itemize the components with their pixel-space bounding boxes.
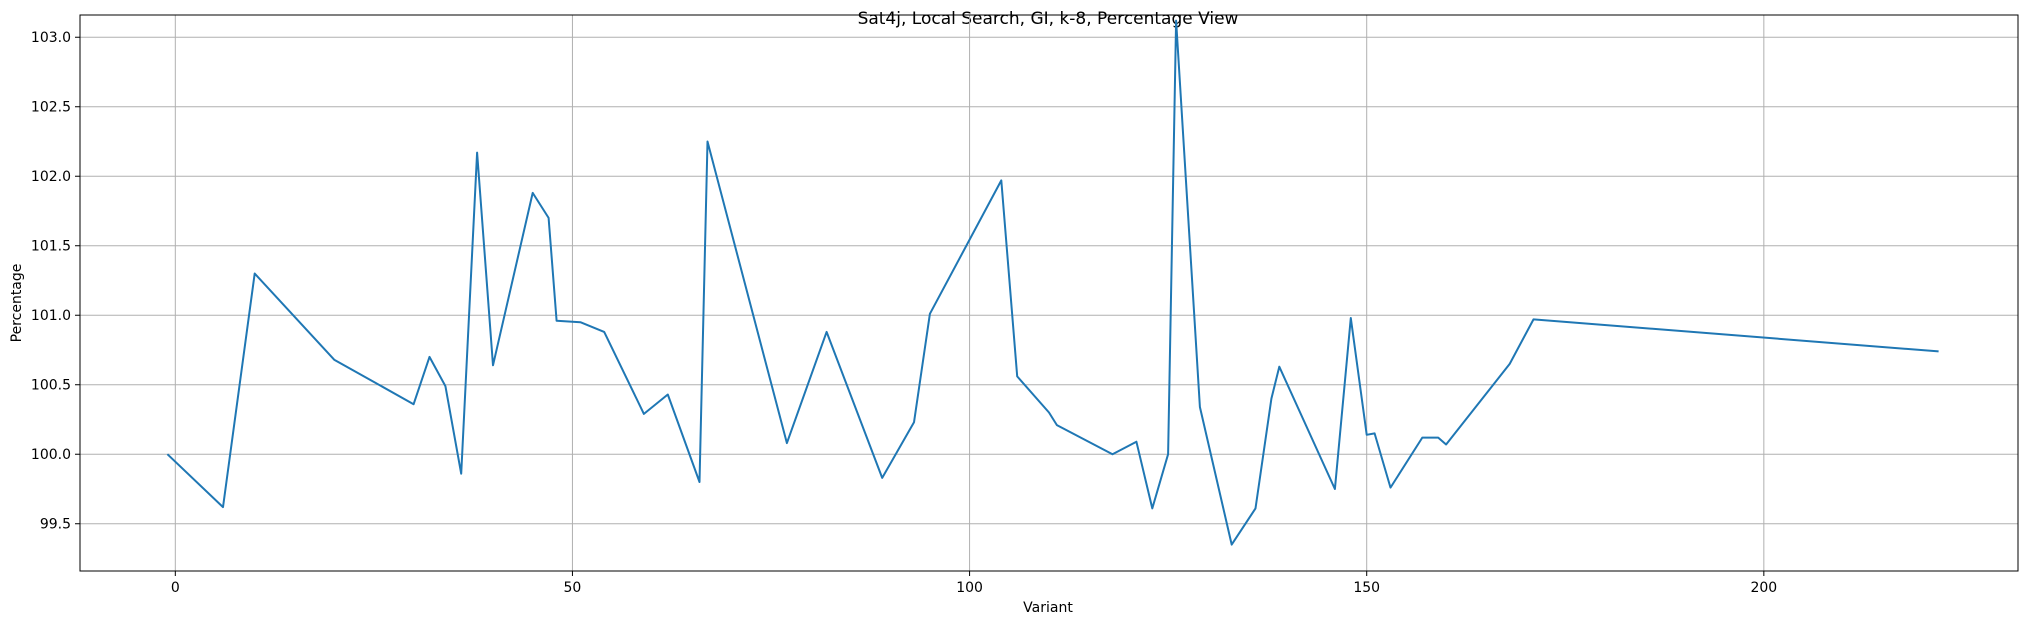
y-tick-label: 103.0 [31, 30, 71, 46]
grid-lines [80, 15, 2018, 571]
x-tick-label: 100 [956, 580, 983, 596]
y-tick-label: 102.0 [31, 169, 71, 185]
y-axis-ticks: 99.5 100.0 100.5 101.0 101.5 102.0 102.5 103.0 [31, 30, 80, 533]
chart-title: Sat4j, Local Search, GI, k-8, Percentage… [858, 9, 1239, 29]
y-tick-label: 102.5 [31, 100, 71, 116]
y-tick-label: 100.0 [31, 447, 71, 463]
x-tick-label: 200 [1750, 580, 1777, 596]
x-tick-label: 0 [171, 580, 180, 596]
x-tick-label: 50 [564, 580, 582, 596]
y-tick-label: 100.5 [31, 378, 71, 394]
y-tick-label: 101.0 [31, 308, 71, 324]
x-axis-ticks: 0 50 100 150 200 [171, 571, 1777, 596]
y-tick-label: 99.5 [40, 517, 71, 533]
series-line [166, 19, 1939, 546]
x-axis-label: Variant [1023, 600, 1073, 616]
plot-frame [79, 14, 2019, 572]
series-group [166, 19, 1939, 546]
y-axis-label: Percentage [9, 264, 25, 343]
y-tick-label: 101.5 [31, 239, 71, 255]
x-tick-label: 150 [1353, 580, 1380, 596]
